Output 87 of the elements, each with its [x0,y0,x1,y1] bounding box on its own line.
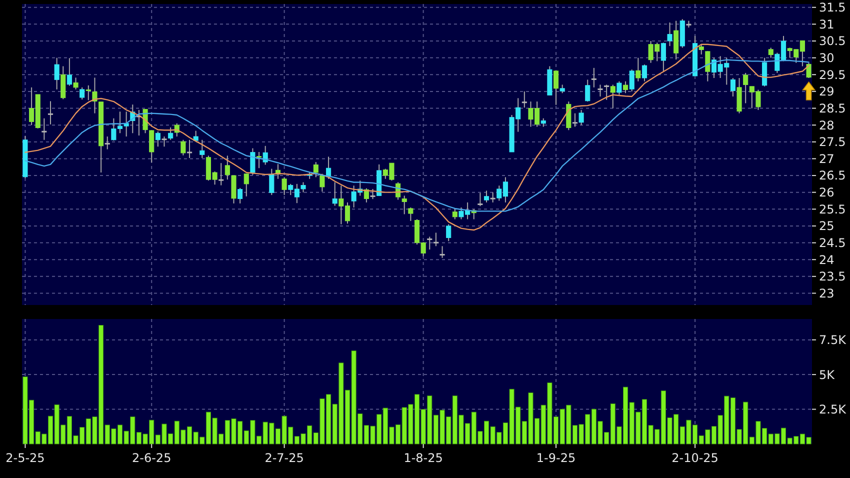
y-tick-label: 31 [819,17,834,32]
candlestick [478,192,483,207]
y-tick-label: 30 [819,51,834,66]
candlestick [636,57,641,82]
candlestick [598,84,603,97]
candlestick [629,69,634,92]
y-tick-label: 24.5 [819,236,846,250]
candlestick [186,139,192,159]
candlestick [149,130,154,163]
candlestick [427,236,432,250]
candlestick [244,173,249,197]
candlestick [370,188,376,200]
candlestick [250,148,256,176]
candlestick [73,77,78,90]
candlestick [674,20,679,60]
y-tick-label: 28.5 [819,101,846,116]
candlestick [642,64,648,82]
candlestick [80,86,85,100]
candlestick [660,42,666,72]
x-tick-label: 1-9-25 [536,451,576,465]
candlestick [623,80,628,94]
candlestick [60,66,66,100]
candlestick [572,112,578,128]
y-tick-label: 30.5 [819,34,846,48]
candlestick [48,100,54,125]
candlestick [768,47,774,58]
y-tick-label: 29.5 [819,68,846,82]
x-tick-label: 2-6-25 [132,451,172,465]
candlestick [402,195,407,215]
y-tick-label: 27.5 [819,135,846,150]
y-tick-label: 26.5 [819,168,846,183]
candlestick [440,246,445,258]
candlestick [522,90,527,108]
candlestick [42,118,47,140]
candlestick [162,136,167,148]
y-tick-label: 31.5 [819,0,846,15]
y-tick-label: 28 [819,118,834,132]
y-tick-label: 26 [819,186,834,200]
candlestick [553,70,559,106]
y-tick-label: 2.5K [819,402,848,416]
candlestick [667,22,672,47]
candlestick [86,84,91,101]
y-tick-label: 5K [819,368,836,382]
candlestick [313,162,318,178]
candlestick [282,176,287,196]
candlestick [168,126,174,140]
candlestick [54,57,60,90]
y-tick-label: 25.5 [819,202,846,216]
candlestick [433,232,438,247]
candlestick [762,57,768,87]
candlestick [92,77,98,114]
candlestick [806,62,812,78]
candlestick [408,206,414,222]
y-tick-label: 24 [819,252,834,267]
y-tick-label: 23.5 [819,270,846,284]
candlestick [256,151,262,169]
candlestick [269,168,274,196]
candlestick [452,208,458,220]
candlestick [238,187,243,204]
candlestick [730,77,736,97]
y-tick-label: 23 [819,286,834,300]
candlestick [446,224,452,242]
candlestick [262,145,268,166]
y-tick-label: 29 [819,84,834,99]
candlestick [332,182,338,206]
candlestick [490,192,496,203]
candlestick [736,77,742,114]
candlestick [224,155,230,180]
candlestick [616,80,622,96]
candlestick [66,58,72,86]
candlestick [698,44,704,55]
x-tick-label: 1-8-25 [404,451,443,465]
candlestick [218,162,224,186]
candlestick [705,50,710,82]
candlestick [200,139,205,159]
y-tick-label: 27 [819,152,834,166]
candlestick [743,72,748,104]
candlestick [585,79,590,102]
candlestick [231,175,236,204]
x-tick-label: 2-5-25 [6,451,45,465]
y-tick-label: 7.5K [819,333,848,348]
candlestick [604,84,610,100]
y-tick-label: 25 [819,219,834,234]
candlestick [591,67,596,88]
x-tick-label: 2-7-25 [264,451,304,465]
x-tick-label: 2-10-25 [672,451,718,465]
candlestick [104,136,110,150]
